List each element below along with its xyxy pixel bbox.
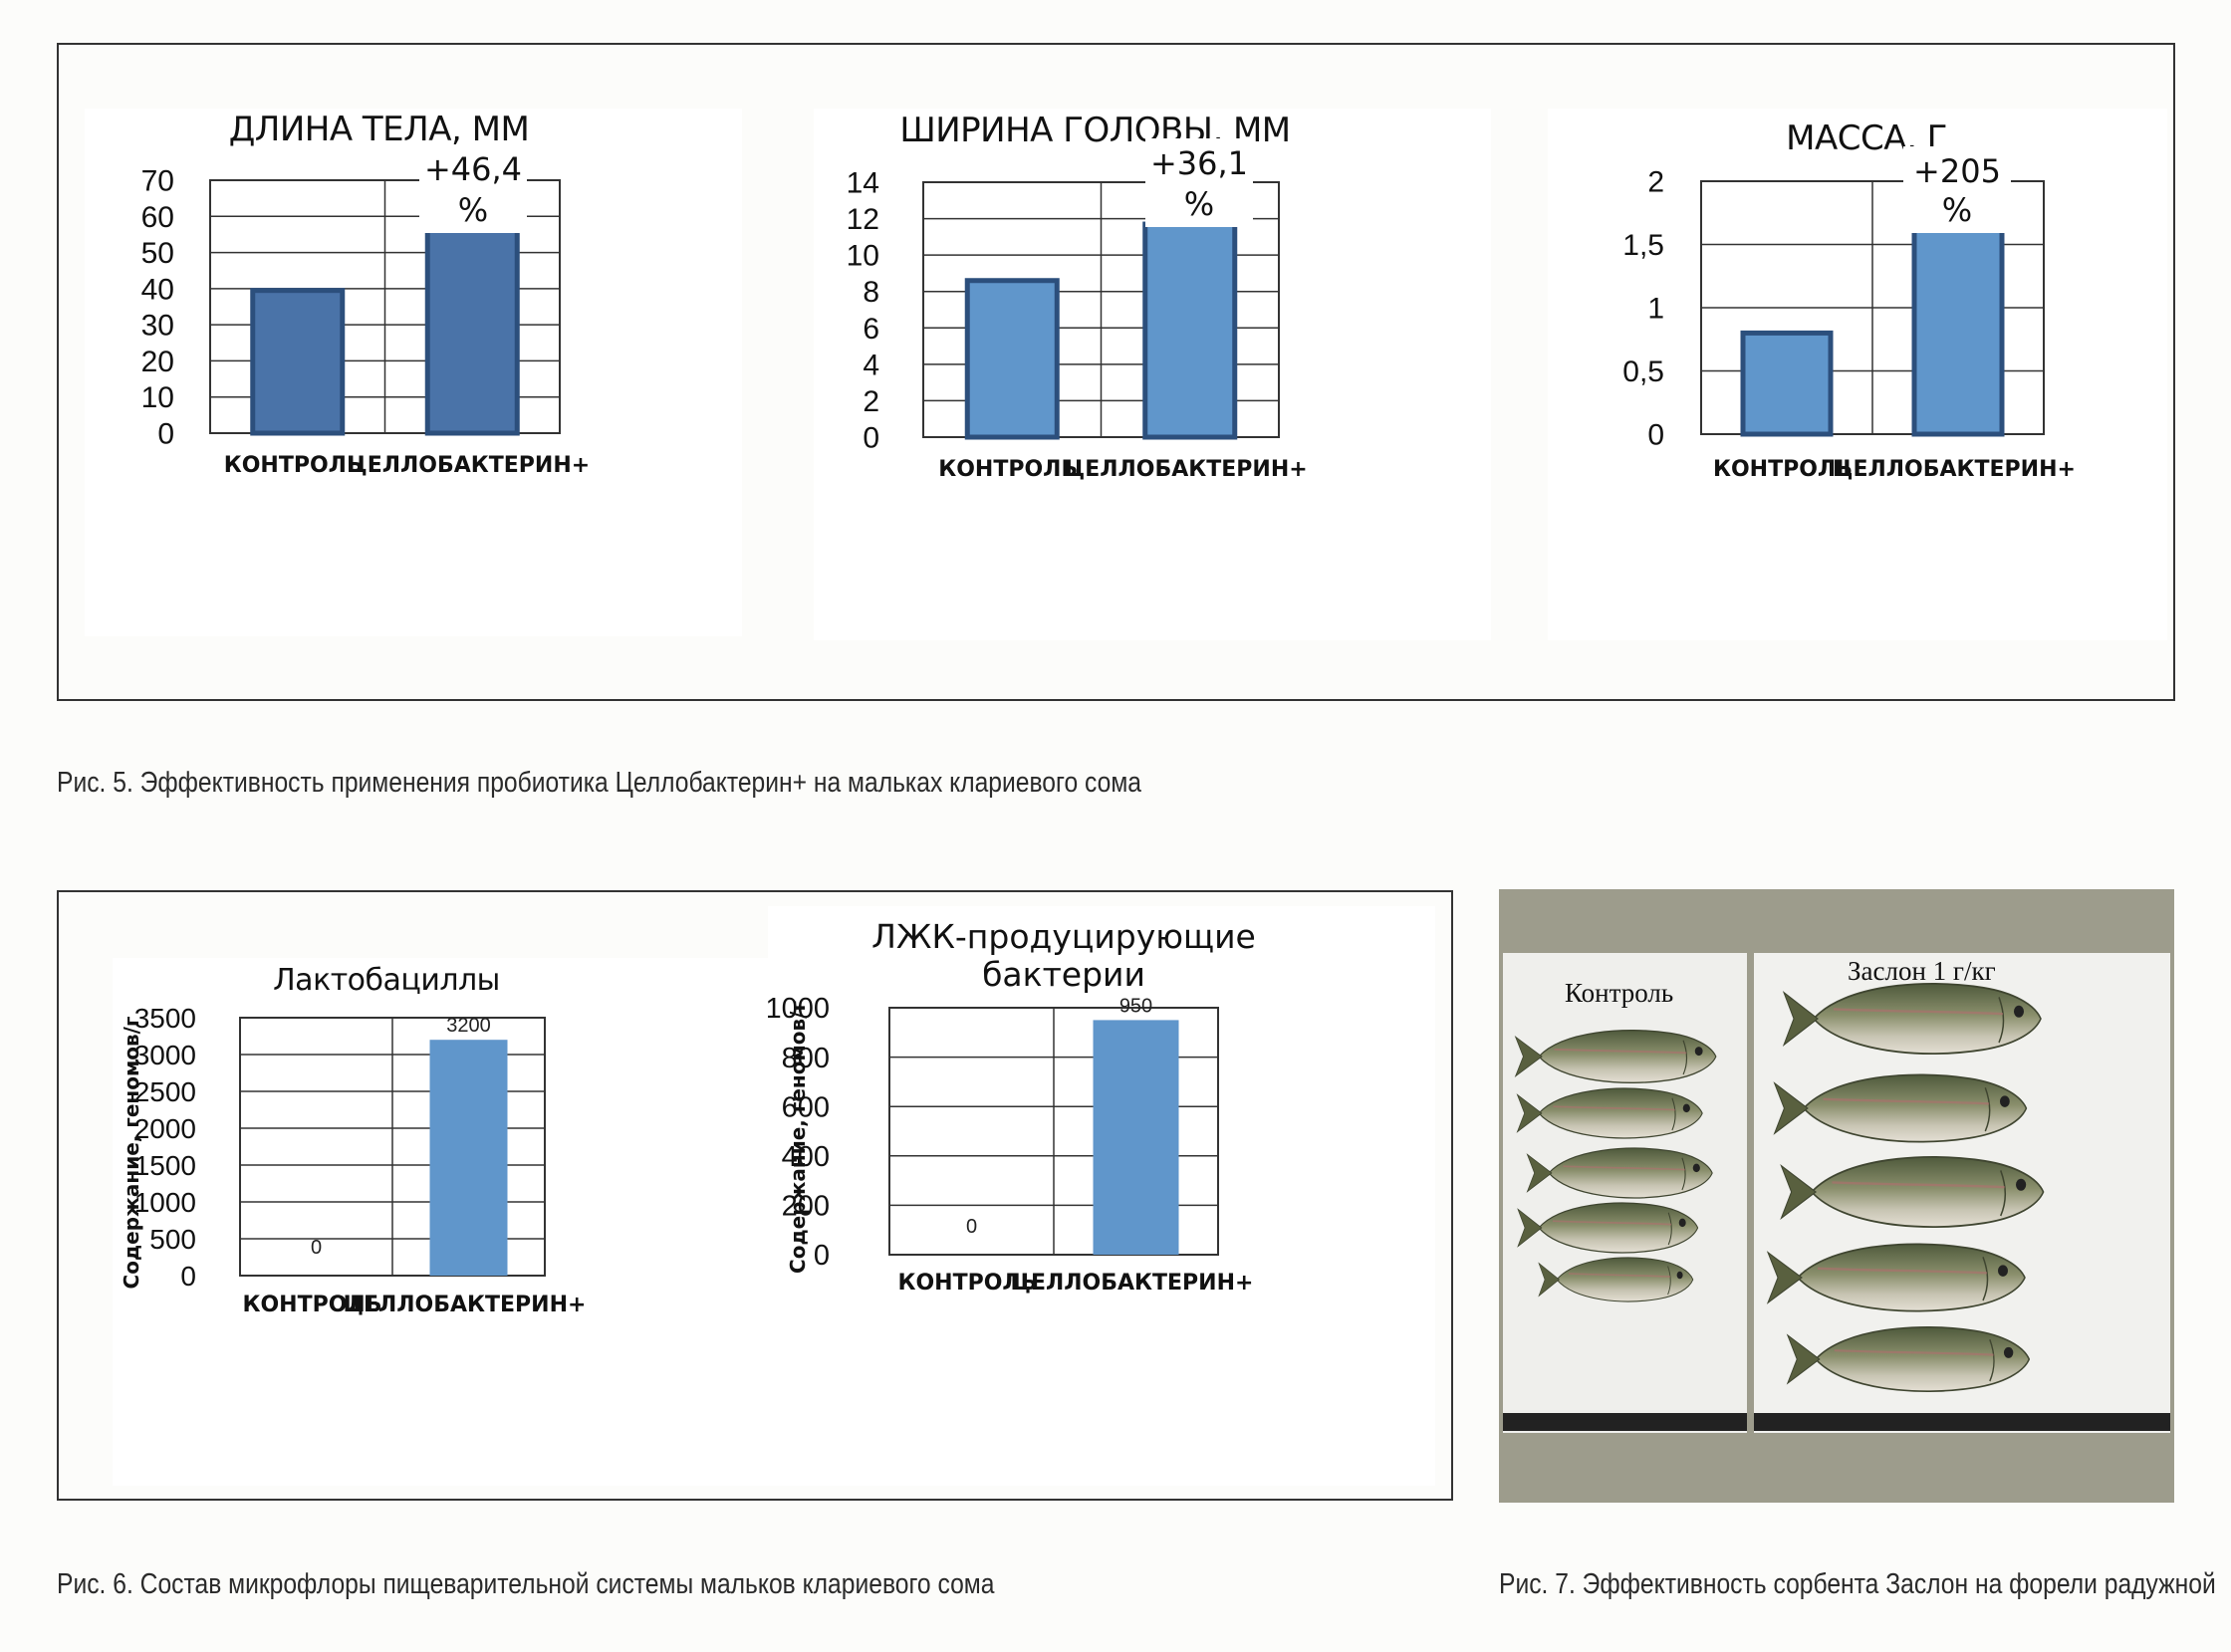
annotation-percent-sign: % [1942, 191, 1972, 229]
y-axis-label: Содержание, геномов/г [786, 1001, 810, 1274]
chart-head-width: 0 2 4 6 8 10 12 14 ШИРИНА ГОЛОВЫ, ММ КОНТРОЛЬ ЦЕЛЛ… [814, 109, 1491, 640]
trout-photo: Контроль Заслон 1 г/кг [1499, 889, 2174, 1503]
y-tick-label: 2 [1647, 166, 1664, 199]
chart-body-length: 0 10 20 30 40 50 60 70 ДЛИНА ТЕЛА, ММ КОНТРОЛЬ ЦЕЛ… [85, 109, 742, 636]
y-axis-label: Содержание, геномов/г [120, 1017, 143, 1290]
bar-control [964, 278, 1060, 440]
y-tick-label: 0 [180, 1261, 196, 1292]
annotation-box [419, 144, 527, 233]
y-tick-label: 400 [782, 1141, 830, 1173]
y-tick-label: 2 [863, 385, 879, 418]
bar-cellobacterin [1911, 225, 2005, 437]
annotation-percent-sign: % [1184, 185, 1214, 223]
category-label: КОНТРОЛЬ [938, 457, 1078, 482]
annotation-percent: +36,1 [1150, 144, 1248, 182]
y-tick-label: 3500 [134, 1003, 196, 1034]
y-tick-label: 14 [847, 167, 879, 200]
y-tick-label: 200 [782, 1191, 830, 1223]
y-tick-label: 20 [141, 346, 174, 378]
figure5-caption: Рис. 5. Эффективность применения пробиот… [57, 767, 1141, 799]
data-label: 0 [966, 1216, 977, 1238]
photo-label-zaslon: Заслон 1 г/кг [1848, 956, 1996, 986]
annotation-percent: +205 [1913, 152, 2001, 190]
category-label: КОНТРОЛЬ [898, 1271, 1038, 1296]
chart-title: ДЛИНА ТЕЛА, ММ [229, 110, 530, 149]
y-tick-label: 0,5 [1622, 355, 1664, 388]
photo-label-control: Контроль [1565, 978, 1673, 1008]
y-tick-label: 60 [141, 201, 174, 234]
y-tick-label: 1500 [134, 1150, 196, 1181]
figure6-caption: Рис. 6. Состав микрофлоры пищеварительно… [57, 1568, 995, 1600]
y-tick-label: 6 [863, 313, 879, 346]
bar-cellobacterin [424, 222, 520, 436]
y-tick-label: 2000 [134, 1113, 196, 1144]
annotation-box [1903, 146, 2011, 233]
y-tick-label: 30 [141, 310, 174, 343]
y-tick-label: 10 [847, 240, 879, 273]
figure7-caption: Рис. 7. Эффективность сорбента Заслон на… [1499, 1568, 2216, 1600]
y-tick-label: 8 [863, 276, 879, 309]
y-tick-label: 800 [782, 1043, 830, 1074]
data-label: 3200 [446, 1015, 491, 1037]
bar-cellobacterin [1142, 221, 1238, 440]
y-tick-label: 4 [863, 349, 879, 381]
category-label: КОНТРОЛЬ [224, 453, 364, 478]
category-label: КОНТРОЛЬ [1713, 457, 1853, 482]
y-tick-label: 0 [814, 1240, 830, 1272]
y-tick-label: 0 [157, 418, 174, 451]
category-label: ЦЕЛЛОБАКТЕРИН+ [1011, 1271, 1254, 1296]
bar-control [1740, 330, 1834, 437]
y-tick-label: 1 [1647, 293, 1664, 326]
chart-scfa-bacteria: 0 200 400 600 800 1000 ЛЖК-продуцирующие бактер… [768, 906, 1435, 1486]
data-label: 0 [311, 1237, 322, 1259]
bar-cellobacterin [429, 1040, 508, 1276]
bar-control [250, 288, 346, 436]
y-tick-label: 12 [847, 203, 879, 236]
y-tick-label: 0 [863, 422, 879, 455]
y-tick-label: 500 [149, 1224, 196, 1255]
bar-cellobacterin [1093, 1020, 1179, 1255]
category-label: ЦЕЛЛОБАКТЕРИН+ [344, 1293, 587, 1317]
y-tick-label: 10 [141, 381, 174, 414]
y-tick-label: 50 [141, 237, 174, 270]
y-tick-label: 3000 [134, 1040, 196, 1070]
chart-title: ЛЖК-продуцирующие [871, 917, 1256, 956]
annotation-percent-sign: % [458, 191, 488, 229]
y-tick-label: 40 [141, 273, 174, 306]
figure5-panel: 0 10 20 30 40 50 60 70 ДЛИНА ТЕЛА, ММ КОНТРОЛЬ ЦЕЛ… [57, 43, 2175, 701]
annotation-percent: +46,4 [424, 150, 522, 188]
y-tick-label: 600 [782, 1091, 830, 1123]
y-tick-label: 1,5 [1622, 229, 1664, 262]
chart-title: бактерии [982, 955, 1145, 994]
y-tick-label: 1000 [134, 1187, 196, 1218]
y-tick-label: 1000 [768, 993, 830, 1025]
chart-mass: 0 0,5 1 1,5 2 МАССА, Г КОНТРОЛЬ ЦЕЛЛОБАКТЕРИН+ +… [1548, 109, 2167, 640]
data-label: 950 [1119, 995, 1152, 1017]
category-label: ЦЕЛЛОБАКТЕРИН+ [1065, 457, 1308, 482]
annotation-box [1145, 138, 1253, 227]
chart-title: Лактобациллы [273, 963, 500, 998]
y-tick-label: 0 [1647, 419, 1664, 452]
category-label: КОНТРОЛЬ [243, 1293, 382, 1317]
category-label: ЦЕЛЛОБАКТЕРИН+ [1833, 457, 2076, 482]
y-tick-label: 2500 [134, 1076, 196, 1107]
category-label: ЦЕЛЛОБАКТЕРИН+ [347, 453, 590, 478]
chart-lactobacilli: 0 500 1000 1500 2000 2500 3000 3500 Лактобациллы… [113, 958, 778, 1486]
figure6-panel: 0 500 1000 1500 2000 2500 3000 3500 Лактобациллы… [57, 890, 1453, 1501]
y-tick-label: 70 [141, 165, 174, 198]
